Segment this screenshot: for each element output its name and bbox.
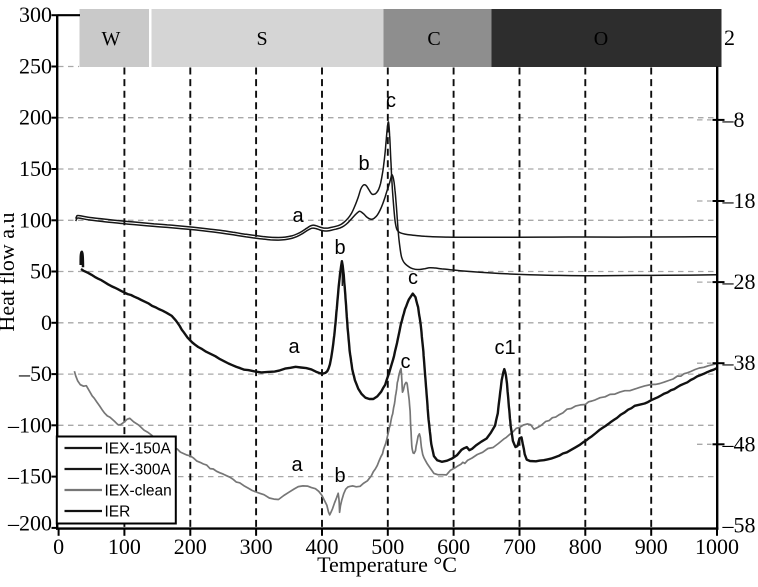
svg-text:C: C <box>427 28 440 50</box>
svg-text:Heat flow a.u: Heat flow a.u <box>0 212 19 331</box>
svg-text:W: W <box>102 28 121 50</box>
svg-text:600: 600 <box>437 534 470 559</box>
svg-text:50: 50 <box>30 259 52 284</box>
svg-text:c: c <box>401 351 411 373</box>
svg-text:0: 0 <box>53 534 64 559</box>
svg-text:150: 150 <box>19 156 52 181</box>
svg-text:100: 100 <box>19 207 52 232</box>
svg-text:c: c <box>408 267 418 289</box>
svg-text:b: b <box>334 237 345 259</box>
svg-text:1000: 1000 <box>695 534 739 559</box>
svg-text:300: 300 <box>240 534 273 559</box>
svg-text:400: 400 <box>306 534 339 559</box>
svg-text:b: b <box>334 465 345 487</box>
svg-text:b: b <box>358 153 369 175</box>
svg-text:–150: –150 <box>7 464 52 489</box>
svg-text:a: a <box>291 454 303 476</box>
svg-text:c: c <box>386 90 396 112</box>
svg-text:200: 200 <box>19 105 52 130</box>
svg-text:IEX-150A: IEX-150A <box>105 441 172 458</box>
svg-text:–8: –8 <box>722 107 745 132</box>
svg-text:–100: –100 <box>7 412 52 437</box>
svg-text:500: 500 <box>371 534 404 559</box>
svg-text:IEX-clean: IEX-clean <box>105 483 172 500</box>
svg-text:250: 250 <box>19 54 52 79</box>
svg-text:–48: –48 <box>722 431 756 456</box>
svg-text:200: 200 <box>174 534 207 559</box>
svg-text:a: a <box>288 336 300 358</box>
svg-text:–18: –18 <box>722 188 756 213</box>
svg-text:700: 700 <box>503 534 536 559</box>
svg-text:IER: IER <box>105 504 131 521</box>
svg-text:300: 300 <box>19 2 52 27</box>
svg-text:–58: –58 <box>722 512 756 537</box>
svg-text:2: 2 <box>724 25 735 50</box>
svg-text:900: 900 <box>635 534 668 559</box>
svg-text:Temperature °C: Temperature °C <box>317 552 457 577</box>
svg-text:O: O <box>594 28 608 50</box>
svg-text:S: S <box>256 28 267 50</box>
svg-text:800: 800 <box>569 534 602 559</box>
svg-text:–50: –50 <box>18 361 52 386</box>
svg-text:c1: c1 <box>494 337 515 359</box>
svg-text:a: a <box>292 205 304 227</box>
svg-text:–38: –38 <box>722 350 756 375</box>
svg-text:0: 0 <box>41 310 52 335</box>
svg-text:IEX-300A: IEX-300A <box>105 462 172 479</box>
svg-text:100: 100 <box>108 534 141 559</box>
svg-text:–28: –28 <box>722 269 756 294</box>
svg-text:–200: –200 <box>7 511 52 536</box>
